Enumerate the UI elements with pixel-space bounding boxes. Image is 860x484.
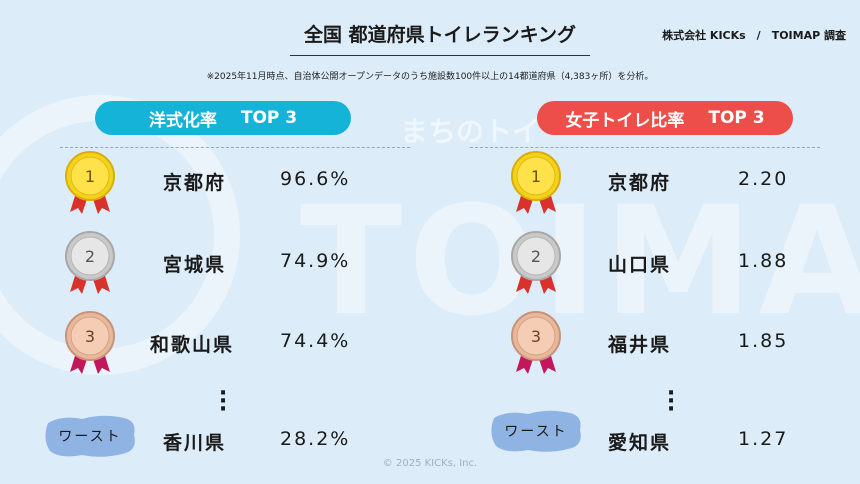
medal-number: 1 <box>85 167 95 186</box>
right-rank-2-value: 1.88 <box>738 250 789 272</box>
right-worst-name: 愛知県 <box>608 432 672 454</box>
right-heading-label: 女子トイレ比率 <box>565 110 685 131</box>
worst-blob-shape <box>491 410 581 452</box>
right-heading-pill: 女子トイレ比率 TOP 3 <box>537 101 793 135</box>
footnote: ※2025年11月時点、自治体公開オープンデータのうち施設数100件以上の14都… <box>206 72 654 82</box>
left-heading-label: 洋式化率 <box>148 110 217 131</box>
right-rank-2-name: 山口県 <box>608 254 672 276</box>
left-rank-2-name: 宮城県 <box>163 254 227 276</box>
left-rank-1-value: 96.6% <box>280 168 351 190</box>
right-worst-label: ワースト <box>504 424 568 440</box>
medal-number: 3 <box>531 327 541 346</box>
right-divider <box>470 147 820 148</box>
left-ellipsis: · · · <box>218 381 228 422</box>
left-worst-name: 香川県 <box>163 432 227 454</box>
medal-number: 2 <box>531 247 541 266</box>
right-ellipsis: · · · <box>666 381 676 422</box>
right-heading-top: TOP 3 <box>708 108 765 128</box>
left-heading-top: TOP 3 <box>240 108 298 128</box>
worst-blob-shape <box>45 415 135 457</box>
left-worst-label: ワースト <box>58 429 122 445</box>
right-rank-3-value: 1.85 <box>738 330 789 352</box>
credit-text: 株式会社 KICKs / TOIMAP 調査 <box>662 29 846 42</box>
right-rank-3-name: 福井県 <box>608 334 672 356</box>
left-heading-pill: 洋式化率 TOP 3 <box>95 101 351 135</box>
page-title: 全国 都道府県トイレランキング <box>290 20 590 56</box>
medal-number: 2 <box>85 247 95 266</box>
medal-number: 1 <box>531 167 541 186</box>
left-worst-badge: ワースト <box>42 413 138 459</box>
left-rank-2-value: 74.9% <box>280 250 351 272</box>
left-divider <box>60 147 410 148</box>
watermark-logo: TOIMAP <box>300 175 860 349</box>
left-rank-3-name: 和歌山県 <box>150 334 235 356</box>
watermark-subtext: まちのトイ <box>400 115 541 148</box>
left-worst-value: 28.2% <box>280 428 351 450</box>
bronze-medal-icon: 3 <box>65 311 115 374</box>
right-worst-value: 1.27 <box>738 428 789 450</box>
silver-medal-icon: 2 <box>511 231 561 294</box>
medal-number: 3 <box>85 327 95 346</box>
silver-medal-icon: 2 <box>65 231 115 294</box>
gold-medal-icon: 1 <box>65 151 115 214</box>
gold-medal-icon: 1 <box>511 151 561 214</box>
right-rank-1-value: 2.20 <box>738 168 789 190</box>
left-rank-1-name: 京都府 <box>163 172 227 194</box>
copyright: © 2025 KICKs, Inc. <box>382 458 478 469</box>
bronze-medal-icon: 3 <box>511 311 561 374</box>
left-rank-3-value: 74.4% <box>280 330 351 352</box>
right-worst-badge: ワースト <box>488 408 584 454</box>
right-rank-1-name: 京都府 <box>608 172 672 194</box>
